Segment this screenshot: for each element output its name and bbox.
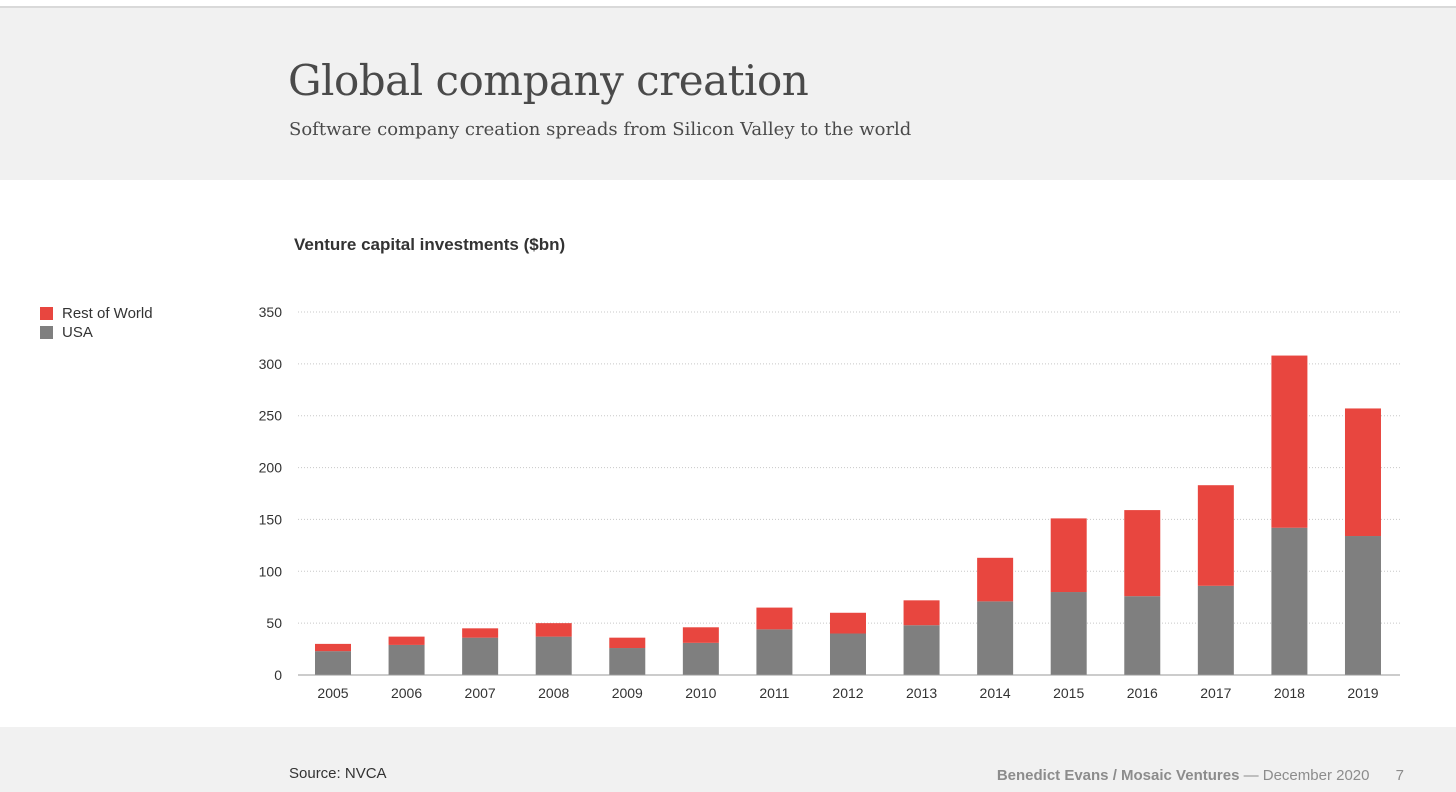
y-tick-label: 200 bbox=[259, 460, 283, 476]
bar-usa bbox=[462, 637, 499, 675]
slide-title: Global company creation bbox=[288, 56, 809, 105]
x-tick-label: 2016 bbox=[1127, 685, 1158, 701]
y-tick-label: 0 bbox=[274, 667, 282, 683]
stacked-bar-chart: 0 50 100 150 200 250 300 350 2005 2006 2007 2008 200… bbox=[259, 304, 1400, 701]
x-tick-label: 2018 bbox=[1274, 685, 1305, 701]
bar-usa bbox=[1271, 527, 1308, 675]
top-rule bbox=[0, 0, 1456, 8]
bar-rest-of-world bbox=[977, 557, 1014, 602]
x-tick-label: 2017 bbox=[1200, 685, 1231, 701]
page-number: 7 bbox=[1395, 767, 1404, 784]
x-tick-label: 2015 bbox=[1053, 685, 1084, 701]
bar-usa bbox=[977, 601, 1014, 675]
bar-rest-of-world bbox=[609, 637, 646, 649]
legend-label-usa: USA bbox=[62, 324, 93, 341]
bar-usa bbox=[1050, 592, 1087, 675]
legend-swatch-usa bbox=[40, 326, 53, 339]
y-tick-label: 100 bbox=[259, 563, 283, 579]
bar-usa bbox=[1344, 536, 1381, 675]
bar-usa bbox=[535, 636, 572, 675]
slide-header: Global company creation Software company… bbox=[0, 8, 1456, 180]
legend-item-usa: USA bbox=[40, 323, 153, 342]
bar-usa bbox=[1124, 596, 1161, 675]
bar-rest-of-world bbox=[1344, 408, 1381, 537]
bar-usa bbox=[682, 642, 719, 675]
bar-usa bbox=[1197, 585, 1234, 675]
bar-rest-of-world bbox=[535, 623, 572, 637]
x-tick-label: 2014 bbox=[980, 685, 1011, 701]
bar-rest-of-world bbox=[1050, 518, 1087, 593]
bar-rest-of-world bbox=[1271, 355, 1308, 528]
bar-usa bbox=[388, 644, 425, 675]
bar-rest-of-world bbox=[388, 636, 425, 645]
x-tick-label: 2010 bbox=[685, 685, 716, 701]
bar-rest-of-world bbox=[903, 600, 940, 626]
footer-date: — December 2020 bbox=[1243, 767, 1370, 784]
legend-label-rest-of-world: Rest of World bbox=[62, 305, 153, 322]
bar-usa bbox=[609, 648, 646, 675]
x-tick-label: 2019 bbox=[1347, 685, 1378, 701]
bar-usa bbox=[315, 651, 351, 675]
x-tick-label: 2007 bbox=[465, 685, 496, 701]
bar-usa bbox=[756, 629, 793, 675]
bar-rest-of-world bbox=[462, 628, 499, 638]
y-tick-label: 350 bbox=[259, 304, 283, 320]
bar-rest-of-world bbox=[756, 607, 793, 630]
bar-usa bbox=[829, 633, 866, 675]
x-tick-label: 2012 bbox=[832, 685, 863, 701]
bar-usa bbox=[903, 625, 940, 675]
bar-rest-of-world bbox=[1197, 485, 1234, 586]
x-tick-label: 2006 bbox=[391, 685, 422, 701]
slide-footer: Source: NVCA Benedict Evans / Mosaic Ven… bbox=[0, 727, 1456, 792]
bar-rest-of-world bbox=[315, 643, 351, 652]
bar-rest-of-world bbox=[1124, 510, 1161, 597]
footer-author: Benedict Evans / Mosaic Ventures bbox=[996, 767, 1240, 784]
chart-legend: Rest of World USA bbox=[40, 304, 153, 342]
chart-title: Venture capital investments ($bn) bbox=[294, 235, 566, 254]
x-tick-label: 2009 bbox=[612, 685, 643, 701]
bar-rest-of-world bbox=[682, 627, 719, 643]
footer-credit: Benedict Evans / Mosaic Ventures — Decem… bbox=[997, 767, 1404, 784]
x-tick-label: 2005 bbox=[317, 685, 348, 701]
legend-item-rest-of-world: Rest of World bbox=[40, 304, 153, 323]
y-tick-label: 250 bbox=[259, 408, 283, 424]
slide-subtitle: Software company creation spreads from S… bbox=[289, 119, 912, 140]
y-tick-label: 50 bbox=[266, 615, 282, 631]
source-note: Source: NVCA bbox=[289, 765, 387, 782]
y-tick-label: 150 bbox=[259, 511, 283, 527]
y-tick-label: 300 bbox=[259, 356, 283, 372]
legend-swatch-rest-of-world bbox=[40, 307, 53, 320]
bar-rest-of-world bbox=[829, 612, 866, 634]
x-tick-label: 2013 bbox=[906, 685, 937, 701]
x-tick-label: 2008 bbox=[538, 685, 569, 701]
x-tick-label: 2011 bbox=[759, 685, 789, 701]
